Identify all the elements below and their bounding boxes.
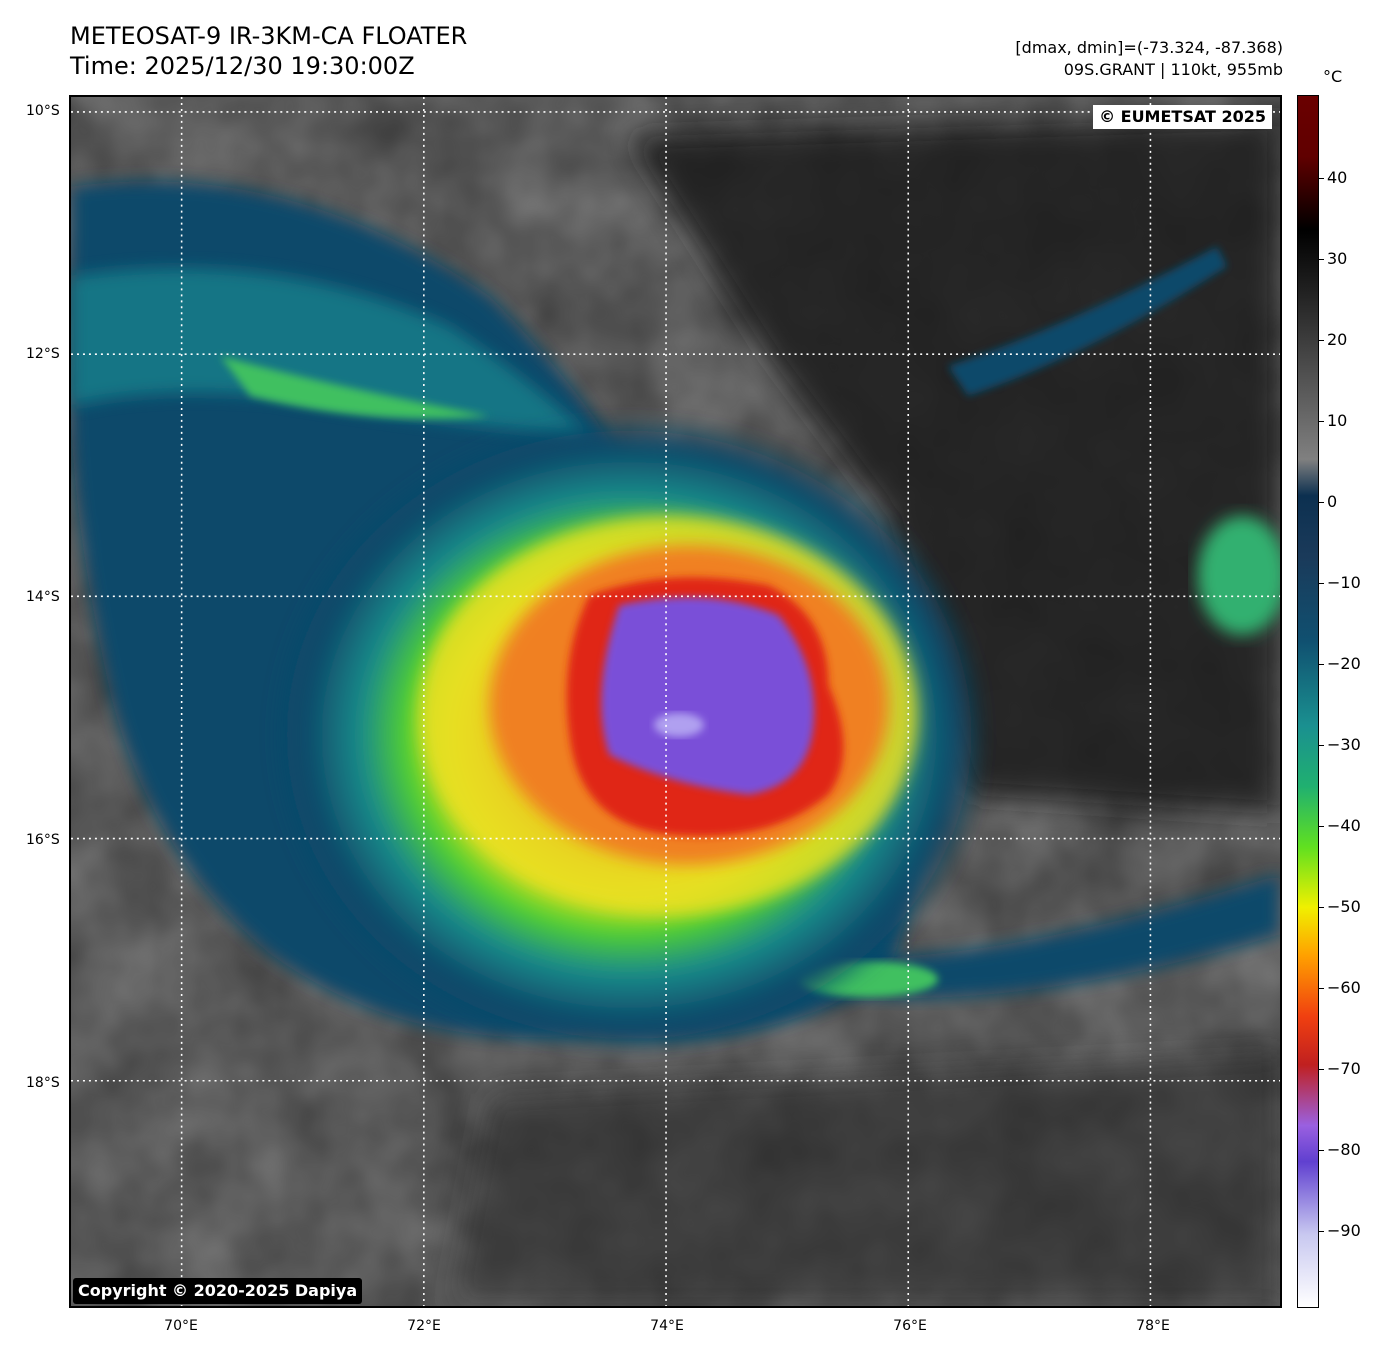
northeast-cloud-streak [948, 246, 1228, 397]
lat-label-10s: 10°S [26, 103, 60, 119]
satellite-imagery [71, 97, 1280, 1306]
colorbar-unit: °C [1323, 67, 1343, 86]
storm-info: 09S.GRANT | 110kt, 955mb [1063, 60, 1283, 79]
colorbar-tick [1319, 988, 1324, 989]
northern-feeder-band [71, 268, 590, 436]
colorbar-tick [1319, 1231, 1324, 1232]
colorbar-tick-label: −20 [1327, 654, 1361, 673]
colorbar-tick [1319, 340, 1324, 341]
colorbar-tick [1319, 664, 1324, 665]
colorbar-tick-label: 30 [1327, 249, 1348, 268]
dmax-dmin-readout: [dmax, dmin]=(-73.324, -87.368) [1015, 38, 1283, 57]
colorbar-tick-label: −80 [1327, 1140, 1361, 1159]
east-cloud-cluster [1197, 515, 1280, 636]
lon-label-78e: 78°E [1136, 1318, 1170, 1334]
central-dense-overcast [601, 597, 815, 795]
colorbar-tick [1319, 1069, 1324, 1070]
colorbar-tick-label: −10 [1327, 573, 1361, 592]
colorbar-tick [1319, 826, 1324, 827]
colorbar-tick-label: −70 [1327, 1059, 1361, 1078]
colorbar-tick [1319, 178, 1324, 179]
lat-label-14s: 14°S [26, 589, 60, 605]
colorbar-tick-label: 40 [1327, 168, 1348, 187]
colorbar-tick-label: 10 [1327, 411, 1348, 430]
colorbar-tick-label: −40 [1327, 816, 1361, 835]
colorbar-tick-label: −90 [1327, 1221, 1361, 1240]
east-rainband [808, 874, 1280, 999]
lon-label-76e: 76°E [893, 1318, 927, 1334]
northern-green-streaks [220, 356, 490, 419]
colorbar-tick-label: 0 [1327, 492, 1338, 511]
lat-label-16s: 16°S [26, 832, 60, 848]
colorbar-tick [1319, 745, 1324, 746]
map-title: METEOSAT-9 IR-3KM-CA FLOATER [70, 22, 468, 50]
colorbar-tick [1319, 1150, 1324, 1151]
dark-clear-region [629, 116, 1280, 815]
lon-label-72e: 72°E [407, 1318, 441, 1334]
colorbar-tick [1319, 502, 1324, 503]
colorbar-tick-label: 20 [1327, 330, 1348, 349]
colorbar-tick-label: −30 [1327, 735, 1361, 754]
eye-region [654, 712, 704, 737]
lat-label-12s: 12°S [26, 346, 60, 362]
graticule [71, 97, 1280, 1306]
lat-label-18s: 18°S [26, 1075, 60, 1091]
lon-label-70e: 70°E [164, 1318, 198, 1334]
colorbar-tick [1319, 583, 1324, 584]
dark-clear-region-south [449, 1053, 1280, 1306]
colorbar-tick [1319, 259, 1324, 260]
dapiya-copyright-badge: Copyright © 2020-2025 Dapiya [73, 1278, 363, 1304]
lon-label-74e: 74°E [650, 1318, 684, 1334]
colorbar-tick [1319, 421, 1324, 422]
eumetsat-credit-badge: © EUMETSAT 2025 [1093, 105, 1272, 129]
satellite-map: © EUMETSAT 2025 Copyright © 2020-2025 Da… [69, 95, 1282, 1308]
colorbar-tick-label: −60 [1327, 978, 1361, 997]
temperature-colorbar [1297, 95, 1319, 1308]
colorbar-tick-label: −50 [1327, 897, 1361, 916]
map-timestamp: Time: 2025/12/30 19:30:00Z [70, 52, 415, 80]
colorbar-tick [1319, 907, 1324, 908]
